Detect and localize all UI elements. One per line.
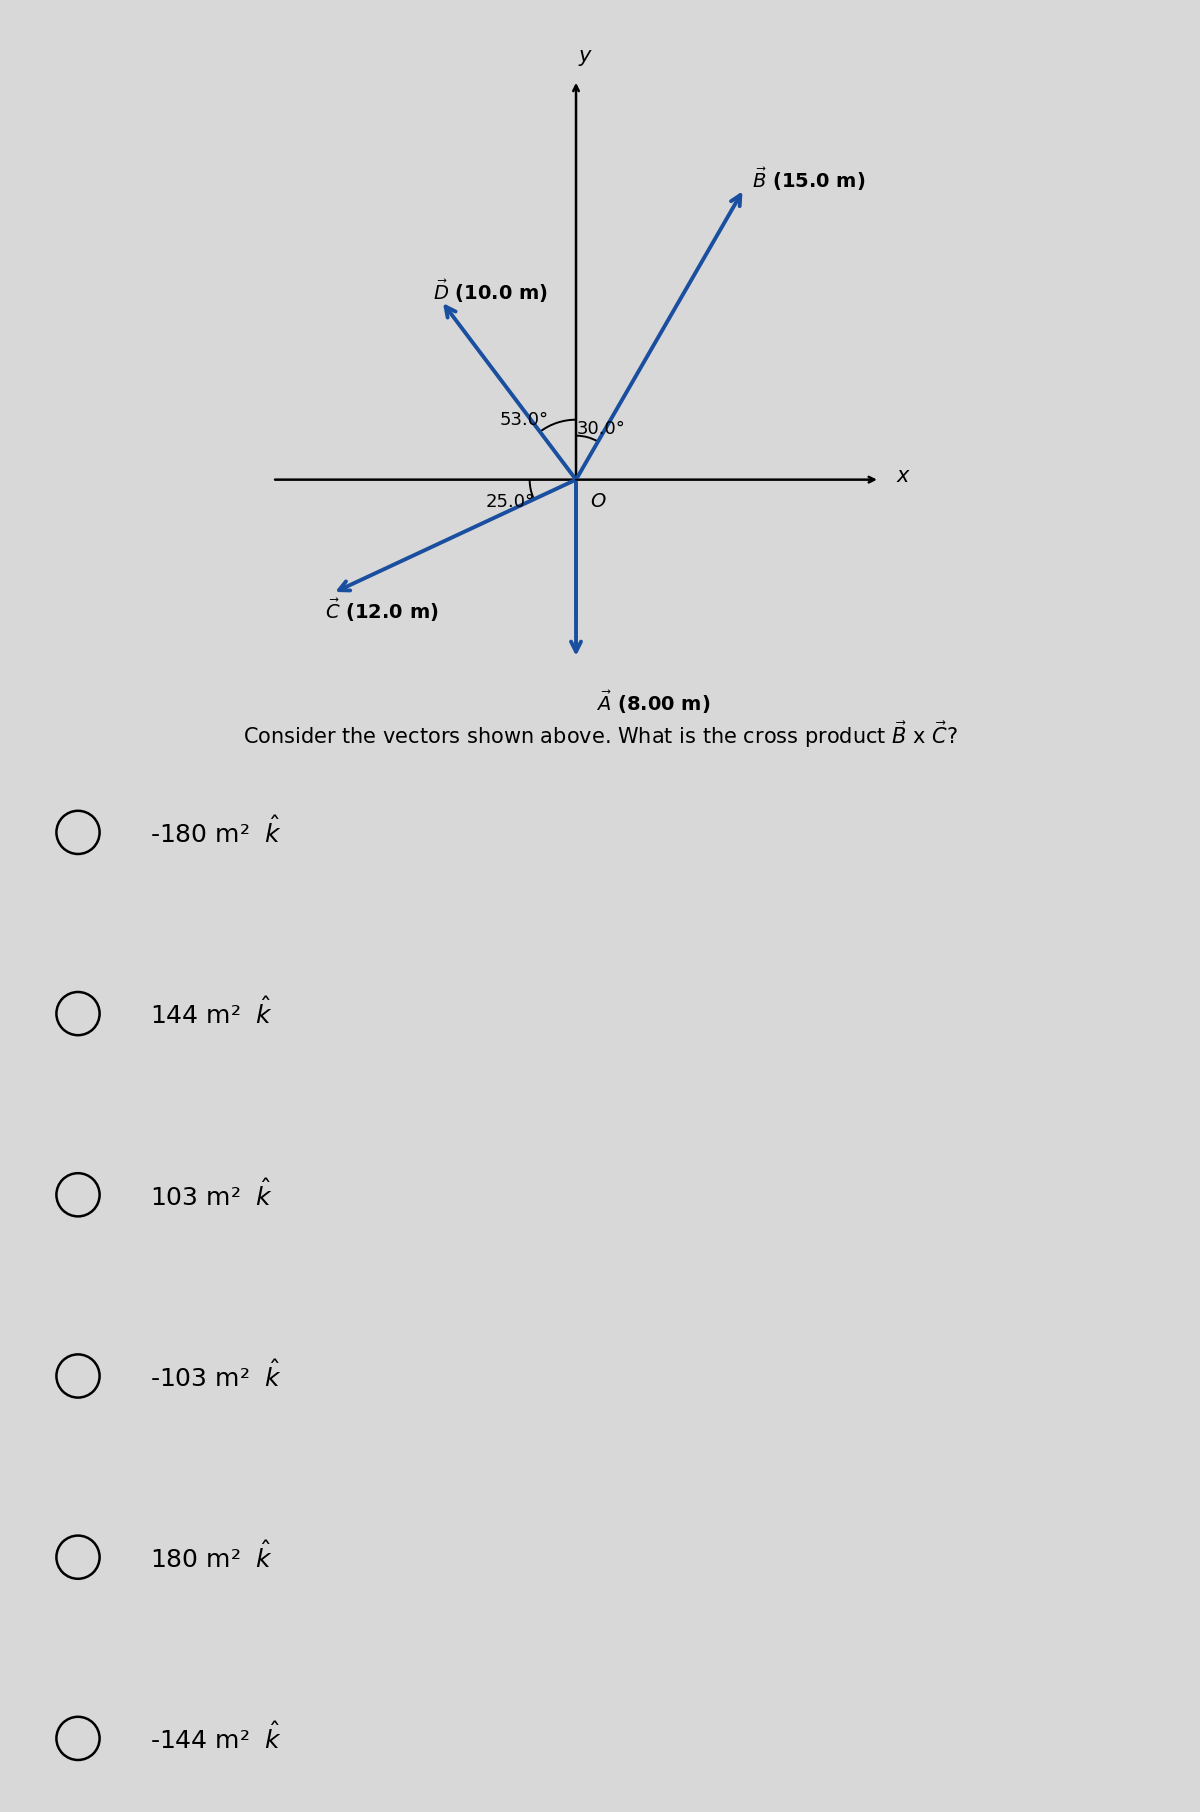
Text: -103 m²  $\hat{k}$: -103 m² $\hat{k}$ <box>150 1361 282 1392</box>
Text: 53.0°: 53.0° <box>499 411 548 429</box>
Text: $\vec{B}$ (15.0 m): $\vec{B}$ (15.0 m) <box>752 165 865 192</box>
Text: 144 m²  $\hat{k}$: 144 m² $\hat{k}$ <box>150 998 274 1029</box>
Text: $\vec{A}$ (8.00 m): $\vec{A}$ (8.00 m) <box>596 689 710 716</box>
Text: 25.0°: 25.0° <box>486 493 535 511</box>
Text: 180 m²  $\hat{k}$: 180 m² $\hat{k}$ <box>150 1542 274 1573</box>
Text: Consider the vectors shown above. What is the cross product $\vec{B}$ x $\vec{C}: Consider the vectors shown above. What i… <box>242 719 958 750</box>
Text: -144 m²  $\hat{k}$: -144 m² $\hat{k}$ <box>150 1723 282 1754</box>
Text: 103 m²  $\hat{k}$: 103 m² $\hat{k}$ <box>150 1180 274 1210</box>
Text: -180 m²  $\hat{k}$: -180 m² $\hat{k}$ <box>150 817 282 848</box>
Text: 30.0°: 30.0° <box>577 420 626 439</box>
Text: $\vec{D}$ (10.0 m): $\vec{D}$ (10.0 m) <box>433 277 548 304</box>
Text: $O$: $O$ <box>590 491 607 511</box>
Text: $\vec{C}$ (12.0 m): $\vec{C}$ (12.0 m) <box>324 598 438 625</box>
Text: $y$: $y$ <box>578 47 593 67</box>
Text: $x$: $x$ <box>895 466 911 486</box>
